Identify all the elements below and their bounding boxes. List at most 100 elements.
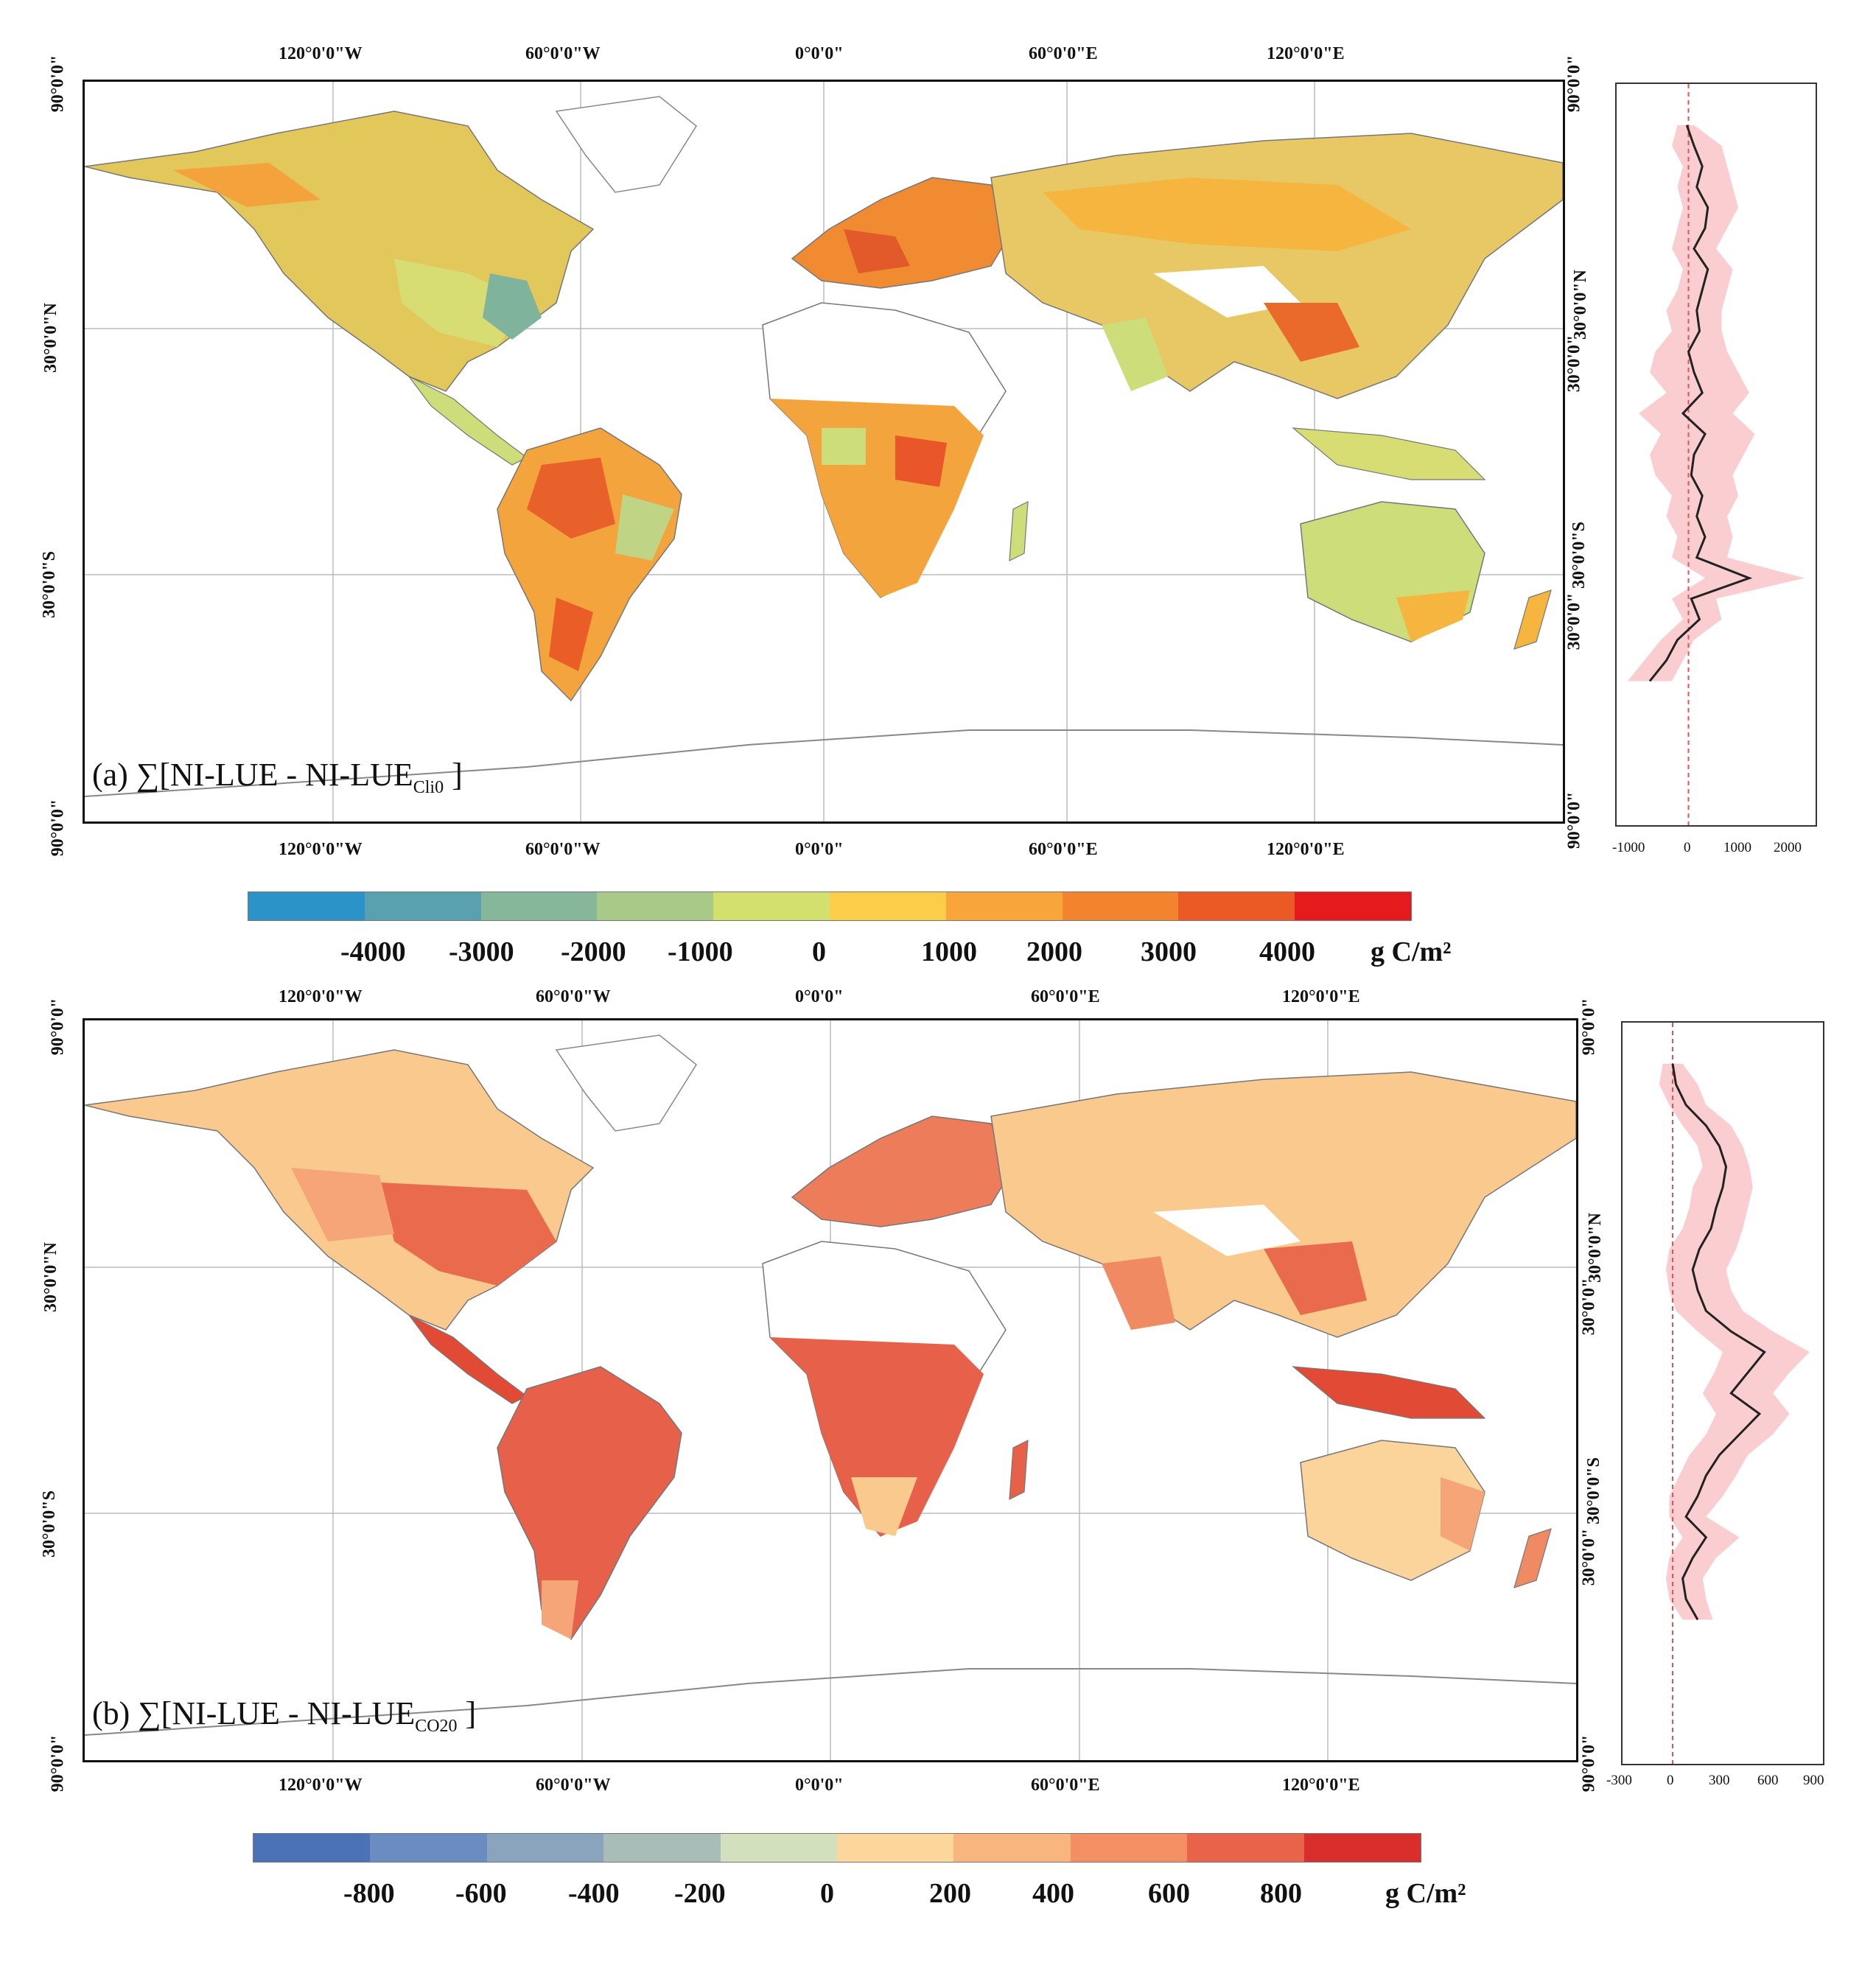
north-america-a (85, 111, 595, 392)
asia-a (990, 133, 1563, 399)
map-b: (b) ∑[NI-LUE - NI-LUECO20 ] (83, 1018, 1578, 1762)
lon-label-top: 120°0'0"W (279, 44, 363, 63)
colorbar-unit: g C/m² (1385, 1878, 1466, 1909)
lon-label-bottom: 120°0'0"W (279, 840, 363, 859)
lon-label-top: 120°0'0"E (1267, 44, 1345, 63)
profile-x-tick: 600 (1757, 1773, 1779, 1788)
profile-x-tick: 900 (1803, 1773, 1824, 1788)
lon-label-top: 0°0'0" (795, 987, 844, 1006)
panel-label-a: (a) ∑[NI-LUE - NI-LUECli0 ] (92, 756, 463, 798)
lon-label-bottom: 0°0'0" (795, 1776, 844, 1795)
colorbar-swatch (597, 892, 714, 920)
europe-a (791, 177, 1014, 289)
lat-label-right: 30°0'0" (1579, 1278, 1599, 1336)
profile-plot-a (1628, 84, 1805, 825)
panel-label-subscript: CO20 (415, 1716, 458, 1736)
panel-label-suffix: ] (457, 1695, 477, 1731)
world-map-a (85, 82, 1563, 821)
colorbar-swatch (830, 892, 946, 920)
lon-label-top: 60°0'0"E (1029, 44, 1098, 63)
colorbar-tick: 200 (929, 1878, 971, 1909)
colorbar-swatch (248, 892, 365, 920)
lon-label-top: 120°0'0"W (279, 987, 363, 1006)
profile-x-tick: 2000 (1774, 840, 1802, 855)
profile-x-tick: 1000 (1723, 840, 1751, 855)
lat-label-left: 90°0'0" (48, 55, 68, 113)
lat-label-left: 30°0'0"S (39, 551, 59, 618)
lon-label-bottom: 120°0'0"E (1267, 840, 1345, 859)
panel-label-text: (b) ∑[NI-LUE - NI-LUE (92, 1695, 416, 1731)
lat-label-left: 90°0'0" (48, 998, 68, 1056)
south-america-b (497, 1366, 682, 1641)
lat-label-right: 90°0'0" (1564, 55, 1584, 113)
colorbar-tick: -400 (568, 1878, 620, 1909)
lat-label-left: 30°0'0"N (41, 303, 60, 373)
lat-label-left: 30°0'0"S (39, 1490, 59, 1558)
colorbar-swatch (1295, 892, 1411, 920)
lon-label-top: 60°0'0"W (525, 44, 601, 63)
colorbar-tick: 3000 (1141, 936, 1197, 967)
profile-x-tick: 0 (1684, 840, 1691, 855)
colorbar-swatch (364, 892, 481, 920)
profile-x-tick: 0 (1667, 1773, 1674, 1788)
colorbar-tick: 400 (1032, 1878, 1074, 1909)
asia-b (990, 1071, 1576, 1338)
mean-line (1648, 125, 1753, 682)
lon-label-bottom: 0°0'0" (795, 840, 844, 859)
colorbar-tick: 2000 (1026, 936, 1082, 967)
lat-label-right: 30°0'0" (1564, 592, 1584, 651)
lon-label-bottom: 60°0'0"E (1029, 840, 1098, 859)
lon-label-top: 0°0'0" (795, 44, 844, 63)
colorbar-b (253, 1833, 1421, 1863)
lon-label-bottom: 120°0'0"E (1282, 1776, 1360, 1795)
colorbar-unit: g C/m² (1371, 936, 1452, 967)
colorbar-swatch (837, 1834, 954, 1862)
colorbar-swatch (486, 1834, 604, 1862)
colorbar-labels-b: -800 -600 -400 -200 0 200 400 600 800 g … (253, 1877, 1505, 1921)
colorbar-tick: -200 (674, 1878, 726, 1909)
panel-label-text: (a) ∑[NI-LUE - NI-LUE (92, 757, 413, 793)
uncertainty-band (1628, 125, 1805, 682)
colorbar-tick: 600 (1148, 1878, 1190, 1909)
greenland-b (555, 1034, 697, 1132)
panel-label-subscript: Cli0 (413, 777, 444, 797)
colorbar-tick: 1000 (921, 936, 977, 967)
colorbar-swatch (1070, 1834, 1188, 1862)
colorbar-swatch (480, 892, 598, 920)
colorbar-swatch (713, 892, 830, 920)
lon-label-bottom: 60°0'0"W (525, 840, 601, 859)
profile-x-tick: 300 (1709, 1773, 1730, 1788)
lat-label-right: 90°0'0" (1564, 791, 1584, 849)
lon-label-top: 60°0'0"W (536, 987, 611, 1006)
panel-label-suffix: ] (444, 757, 463, 793)
lat-label-right: 30°0'0"S (1583, 1457, 1603, 1524)
colorbar-labels-a: -4000 -3000 -2000 -1000 0 1000 2000 3000… (248, 936, 1500, 980)
colorbar-swatch (720, 1834, 837, 1862)
map-a: (a) ∑[NI-LUE - NI-LUECli0 ] (83, 80, 1565, 824)
lat-label-right: 30°0'0" (1564, 334, 1584, 393)
antarctica-b (85, 1668, 1576, 1736)
europe-b (791, 1115, 1014, 1227)
world-map-b (85, 1020, 1576, 1760)
colorbar-tick: -4000 (340, 936, 406, 967)
lat-label-left: 90°0'0" (48, 1734, 68, 1793)
colorbar-tick: -800 (343, 1878, 395, 1909)
colorbar-tick: 800 (1260, 1878, 1302, 1909)
colorbar-tick: 0 (820, 1878, 834, 1909)
lat-label-right: 90°0'0" (1579, 1734, 1599, 1793)
lat-label-right: 90°0'0" (1579, 998, 1599, 1056)
antarctica-a (85, 729, 1563, 797)
colorbar-swatch (603, 1834, 721, 1862)
lon-label-top: 60°0'0"E (1031, 987, 1100, 1006)
colorbar-tick: -2000 (561, 936, 626, 967)
profile-x-tick: -1000 (1612, 840, 1645, 855)
colorbar-swatch (945, 892, 1063, 920)
colorbar-tick: -1000 (668, 936, 733, 967)
profile-a (1615, 83, 1817, 827)
lat-label-right: 30°0'0"S (1569, 522, 1589, 589)
lon-label-bottom: 120°0'0"W (279, 1776, 363, 1795)
colorbar-swatch (1178, 892, 1295, 920)
colorbar-swatch (1062, 892, 1179, 920)
lon-label-bottom: 60°0'0"W (536, 1776, 611, 1795)
panel-label-b: (b) ∑[NI-LUE - NI-LUECO20 ] (92, 1695, 476, 1737)
